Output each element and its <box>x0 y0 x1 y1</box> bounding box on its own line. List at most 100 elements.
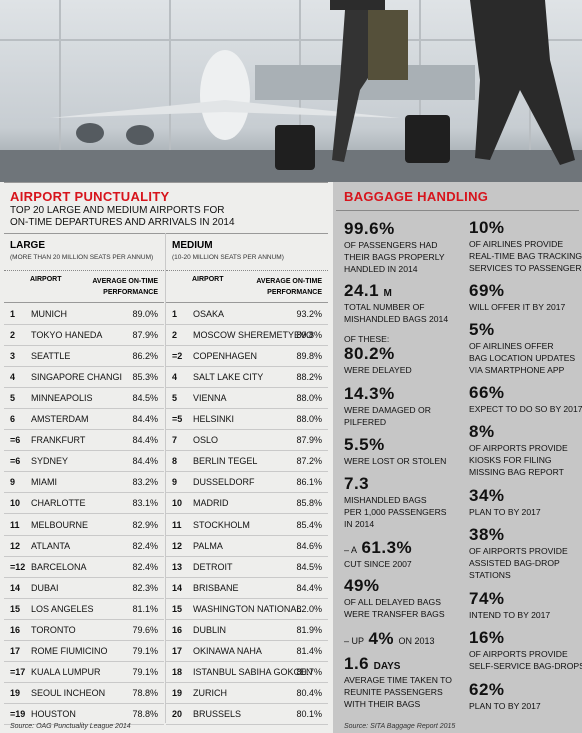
table-row: 2 MOSCOW SHEREMETYEVO 89.8% <box>166 325 328 347</box>
stat: 5.5% WERE LOST OR STOLEN <box>344 436 469 467</box>
performance: 86.1% <box>296 477 322 488</box>
subtitle-line: TOP 20 LARGE AND MEDIUM AIRPORTS FOR <box>10 205 225 216</box>
rank: 8 <box>172 456 178 467</box>
table-row: 4 SALT LAKE CITY 88.2% <box>166 367 328 389</box>
stat-text: MISHANDLED BAGS 2014 <box>344 314 449 324</box>
stat: 8% OF AIRPORTS PROVIDE KIOSKS FOR FILING MI… <box>469 423 582 478</box>
stat-head: 69% <box>469 282 582 301</box>
performance: 84.5% <box>132 393 158 404</box>
stat-text: WERE DAMAGED OR <box>344 405 431 415</box>
table-row: 2 TOKYO HANEDA 87.9% <box>4 325 164 347</box>
airport: ZURICH <box>193 687 227 698</box>
airport: PALMA <box>193 540 223 551</box>
performance: 81.9% <box>296 624 322 635</box>
table-row: =19 HOUSTON 78.8% <box>4 704 164 725</box>
column-rule <box>4 302 164 303</box>
table-row: 19 ZURICH 80.4% <box>166 683 328 704</box>
stat-head: 8% <box>469 423 582 442</box>
table-row: 1 MUNICH 89.0% <box>4 304 164 325</box>
stat: 66% EXPECT TO DO SO BY 2017 <box>469 384 582 415</box>
performance: 89.0% <box>132 309 158 319</box>
table-row: 10 MADRID 85.8% <box>166 493 328 515</box>
performance: 84.4% <box>132 414 158 425</box>
table-row: 7 OSLO 87.9% <box>166 430 328 452</box>
rank: 15 <box>10 603 21 614</box>
stat-figure: 38% <box>469 525 505 544</box>
rank: 14 <box>10 582 21 593</box>
airport: MINNEAPOLIS <box>31 393 93 404</box>
airport: BERLIN TEGEL <box>193 456 258 467</box>
stat: 5% OF AIRLINES OFFER BAG LOCATION UPDATES V… <box>469 321 582 376</box>
rank: =6 <box>10 435 21 446</box>
stat-unit: DAYS <box>373 661 401 672</box>
stat-figure: 49% <box>344 576 380 595</box>
stat: – A 61.3% CUT SINCE 2007 <box>344 539 469 570</box>
performance: 87.9% <box>132 330 158 341</box>
stat-text: PLAN TO BY 2017 <box>469 507 541 517</box>
airport: MADRID <box>193 498 229 509</box>
photo <box>0 0 582 182</box>
table-row: 11 STOCKHOLM 85.4% <box>166 515 328 536</box>
stat: 24.1 M TOTAL NUMBER OF MISHANDLED BAGS 201… <box>344 282 469 325</box>
performance: 87.9% <box>296 435 322 446</box>
rank: 12 <box>172 540 183 551</box>
table-row: 4 SINGAPORE CHANGI 85.3% <box>4 367 164 389</box>
performance: 80.1% <box>296 708 322 719</box>
rank: 20 <box>172 708 183 719</box>
stat-head: 5.5% <box>344 436 469 455</box>
stat-figure: 1.6 <box>344 654 370 673</box>
table-row: 5 MINNEAPOLIS 84.5% <box>4 388 164 410</box>
stat: 69% WILL OFFER IT BY 2017 <box>469 282 582 313</box>
rank: 6 <box>10 414 16 425</box>
table-heading: MEDIUM <box>172 240 213 251</box>
stat-text: OF AIRPORTS PROVIDE <box>469 546 568 556</box>
table-row: 14 DUBAI 82.3% <box>4 578 164 599</box>
stat-text: SELF-SERVICE BAG-DROPS <box>469 661 582 671</box>
rank: =17 <box>10 666 26 677</box>
airport: AMSTERDAM <box>31 414 89 425</box>
rank: 4 <box>172 372 178 383</box>
airport: MIAMI <box>31 477 57 488</box>
performance: 79.1% <box>132 666 158 677</box>
table-note: (10-20 MILLION SEATS PER ANNUM) <box>172 254 284 261</box>
column-header: AIRPORT <box>30 276 62 283</box>
rank: 9 <box>10 477 16 488</box>
performance: 81.1% <box>132 603 158 614</box>
stat-head: 7.3 <box>344 475 469 494</box>
stat-head: 34% <box>469 487 582 506</box>
stat: – UP 4% ON 2013 <box>344 630 469 649</box>
subtitle-line: ON-TIME DEPARTURES AND ARRIVALS IN 2014 <box>10 217 235 228</box>
table-row: 11 MELBOURNE 82.9% <box>4 515 164 536</box>
stat-unit: ON 2013 <box>398 636 435 646</box>
stat-text: INTEND TO BY 2017 <box>469 610 551 620</box>
stat-text: WERE TRANSFER BAGS <box>344 609 445 619</box>
stat-text: THEIR BAGS PROPERLY <box>344 252 445 262</box>
stat-head: 62% <box>469 681 582 700</box>
stat-text: OF AIRPORTS PROVIDE <box>469 443 568 453</box>
stat-head: 16% <box>469 629 582 648</box>
stat-head: 14.3% <box>344 385 469 404</box>
stat-head: 80.2% <box>344 345 469 364</box>
performance: 83.2% <box>132 477 158 488</box>
airport: SEOUL INCHEON <box>31 687 106 698</box>
performance: 93.2% <box>296 309 322 319</box>
rank: 19 <box>172 687 183 698</box>
performance: 84.6% <box>296 540 322 551</box>
rank: 14 <box>172 582 183 593</box>
stat: OF THESE: 80.2% WERE DELAYED <box>344 333 469 376</box>
airport: TOKYO HANEDA <box>31 330 103 341</box>
rank: 10 <box>172 498 183 509</box>
airport: COPENHAGEN <box>193 351 258 362</box>
airport: TORONTO <box>31 624 76 635</box>
rank: 10 <box>10 498 21 509</box>
performance: 88.0% <box>296 393 322 404</box>
stat-text: STATIONS <box>469 570 511 580</box>
baggage-panel <box>333 182 582 733</box>
table-row: 14 BRISBANE 84.4% <box>166 578 328 599</box>
stat-intro: OF THESE: <box>344 334 390 344</box>
table-row: 15 LOS ANGELES 81.1% <box>4 599 164 620</box>
performance: 80.4% <box>296 687 322 698</box>
airport: MELBOURNE <box>31 519 89 530</box>
table-row: 19 SEOUL INCHEON 78.8% <box>4 683 164 704</box>
